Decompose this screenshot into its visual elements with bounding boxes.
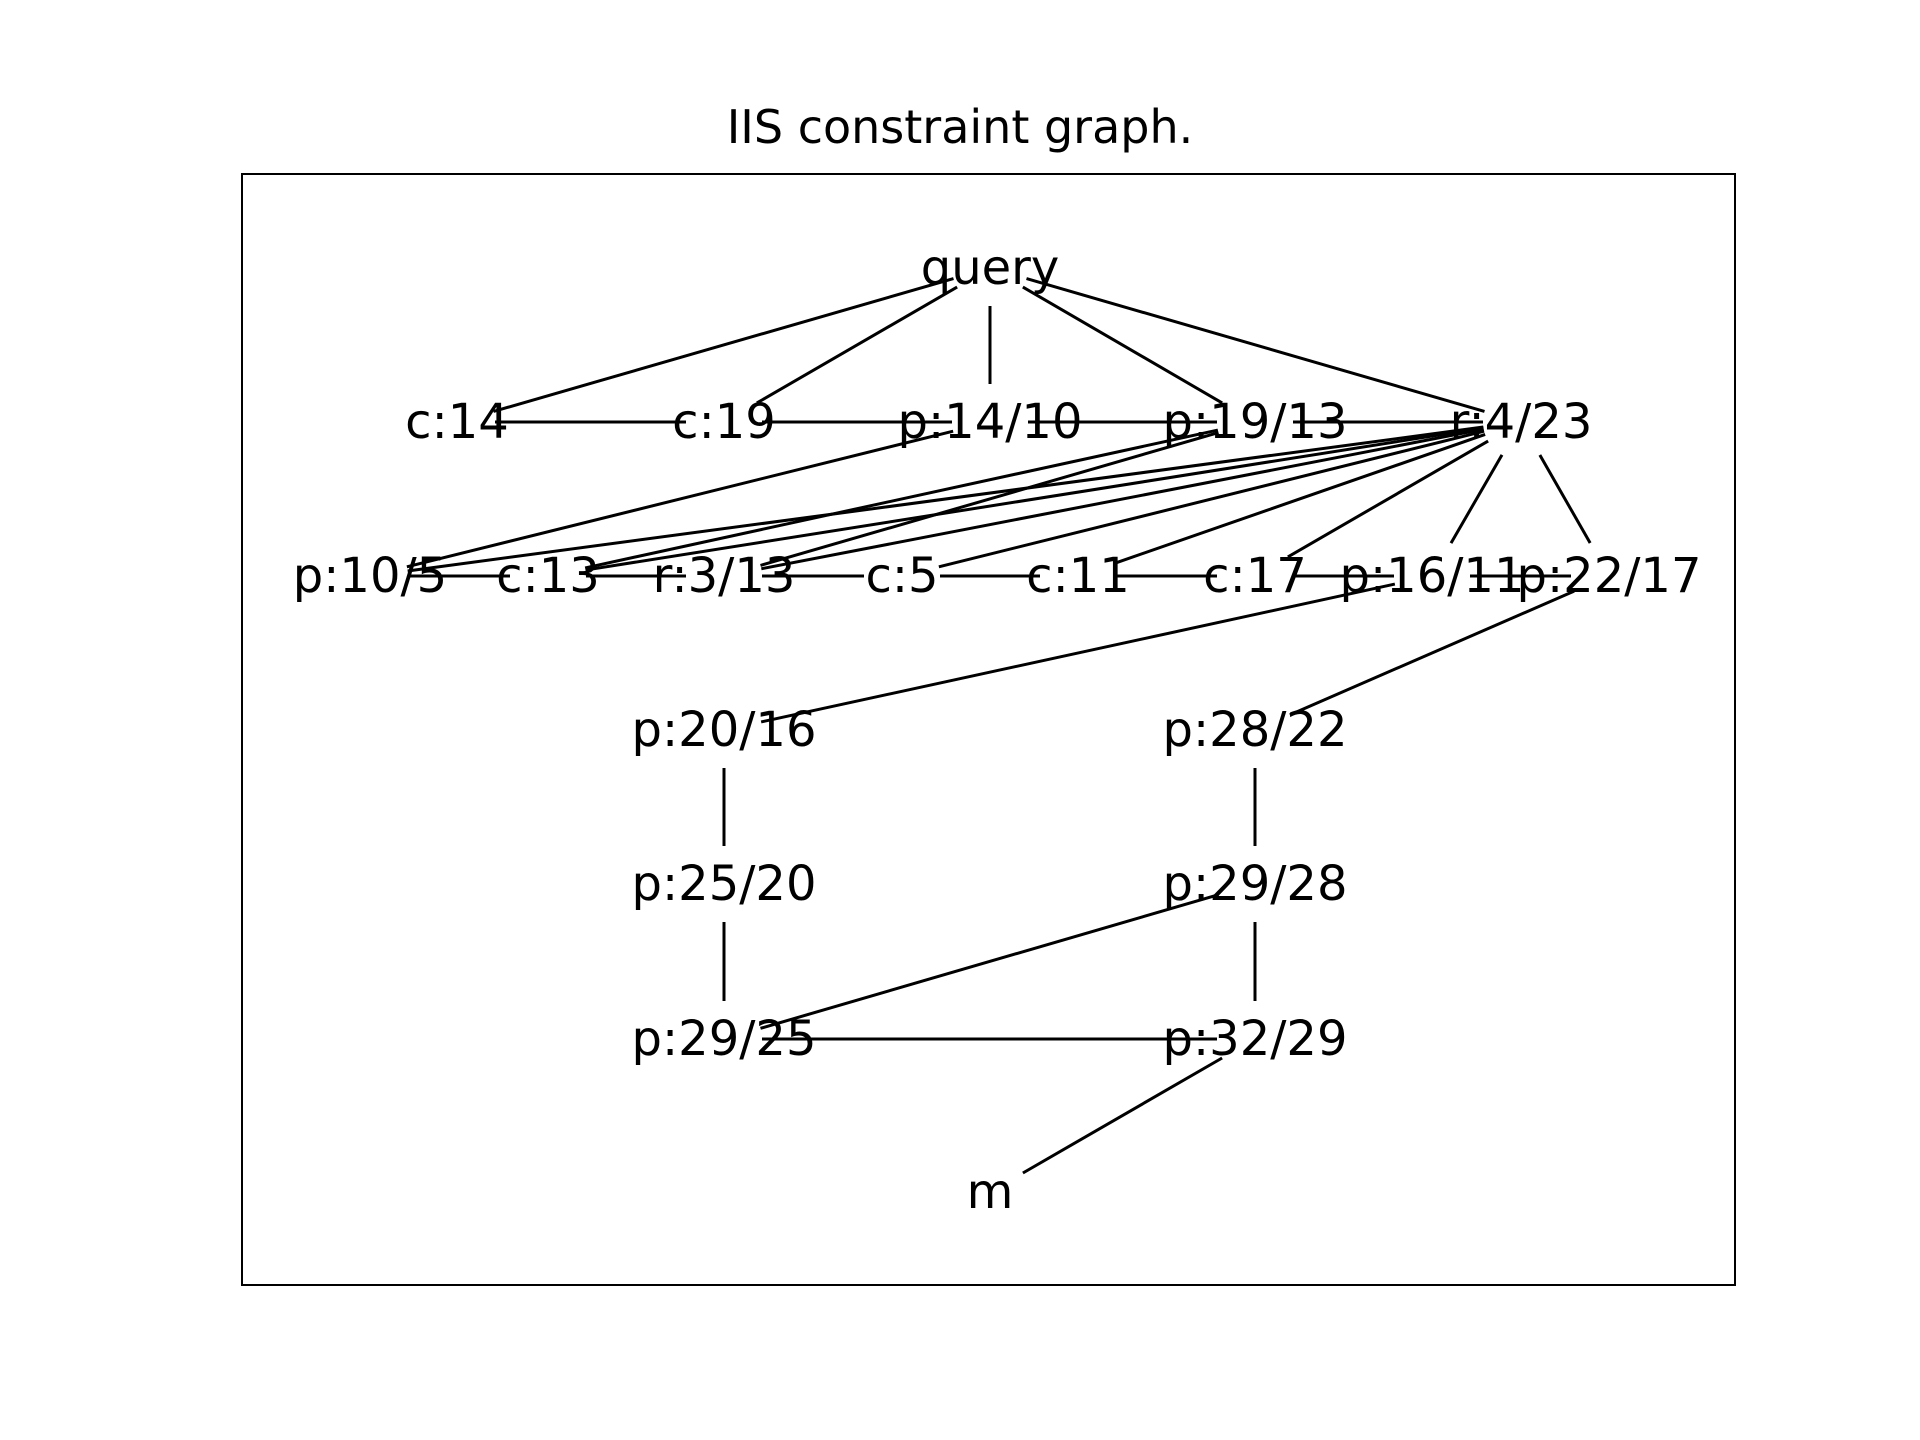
node-m: m	[967, 1164, 1014, 1220]
node-p28_22: p:28/22	[1163, 702, 1348, 758]
graph-edges	[406, 277, 1592, 1175]
node-p32_29: p:32/29	[1163, 1011, 1348, 1067]
diagram-frame	[241, 173, 1736, 1286]
edge-p19_13-c13	[584, 428, 1219, 570]
graph-nodes: query c:14 c:19 p:14/10 p:19/13 r:4/23 p:10/5 c…	[293, 240, 1702, 1220]
diagram-title: IIS constraint graph.	[726, 100, 1194, 154]
node-r4_23: r:4/23	[1450, 394, 1593, 450]
edge-r4_23-c13	[585, 426, 1484, 572]
edge-query-p19_13	[1022, 285, 1223, 405]
edge-r4_23-c11	[1113, 433, 1486, 565]
node-p22_17: p:22/17	[1517, 548, 1702, 604]
node-c19: c:19	[672, 394, 776, 450]
edge-p14_10-p10_5	[406, 429, 954, 569]
node-p25_20: p:25/20	[632, 856, 817, 912]
edge-r4_23-c17	[1287, 439, 1489, 559]
node-p10_5: p:10/5	[293, 548, 447, 604]
edge-query-c19	[756, 285, 958, 405]
node-p20_16: p:20/16	[632, 702, 817, 758]
edge-r4_23-c5	[938, 429, 1485, 569]
node-p19_13: p:19/13	[1163, 394, 1348, 450]
edge-query-c14	[493, 277, 954, 413]
edge-query-r4_23	[1026, 277, 1485, 413]
node-p14_10: p:14/10	[898, 394, 1083, 450]
edge-p16_11-p20_16	[760, 582, 1396, 724]
node-r3_13: r:3/13	[653, 548, 796, 604]
node-c5: c:5	[865, 548, 938, 604]
node-p29_25: p:29/25	[632, 1011, 817, 1067]
node-c14: c:14	[405, 394, 509, 450]
node-p29_28: p:29/28	[1163, 856, 1348, 912]
node-c11: c:11	[1026, 548, 1130, 604]
node-p16_11: p:16/11	[1340, 548, 1525, 604]
node-c13: c:13	[496, 548, 600, 604]
edge-r4_23-p22_17	[1538, 454, 1592, 544]
node-c17: c:17	[1203, 548, 1307, 604]
edge-p19_13-r3_13	[760, 431, 1219, 567]
edge-p22_17-p28_22	[1289, 589, 1575, 717]
edge-r4_23-p10_5	[407, 425, 1484, 573]
edge-r4_23-p16_11	[1449, 454, 1504, 544]
edge-r4_23-r3_13	[761, 427, 1484, 571]
edge-p32_29-m	[1022, 1056, 1223, 1175]
edge-p29_28-p29_25	[760, 893, 1219, 1030]
node-query: query	[921, 240, 1060, 296]
